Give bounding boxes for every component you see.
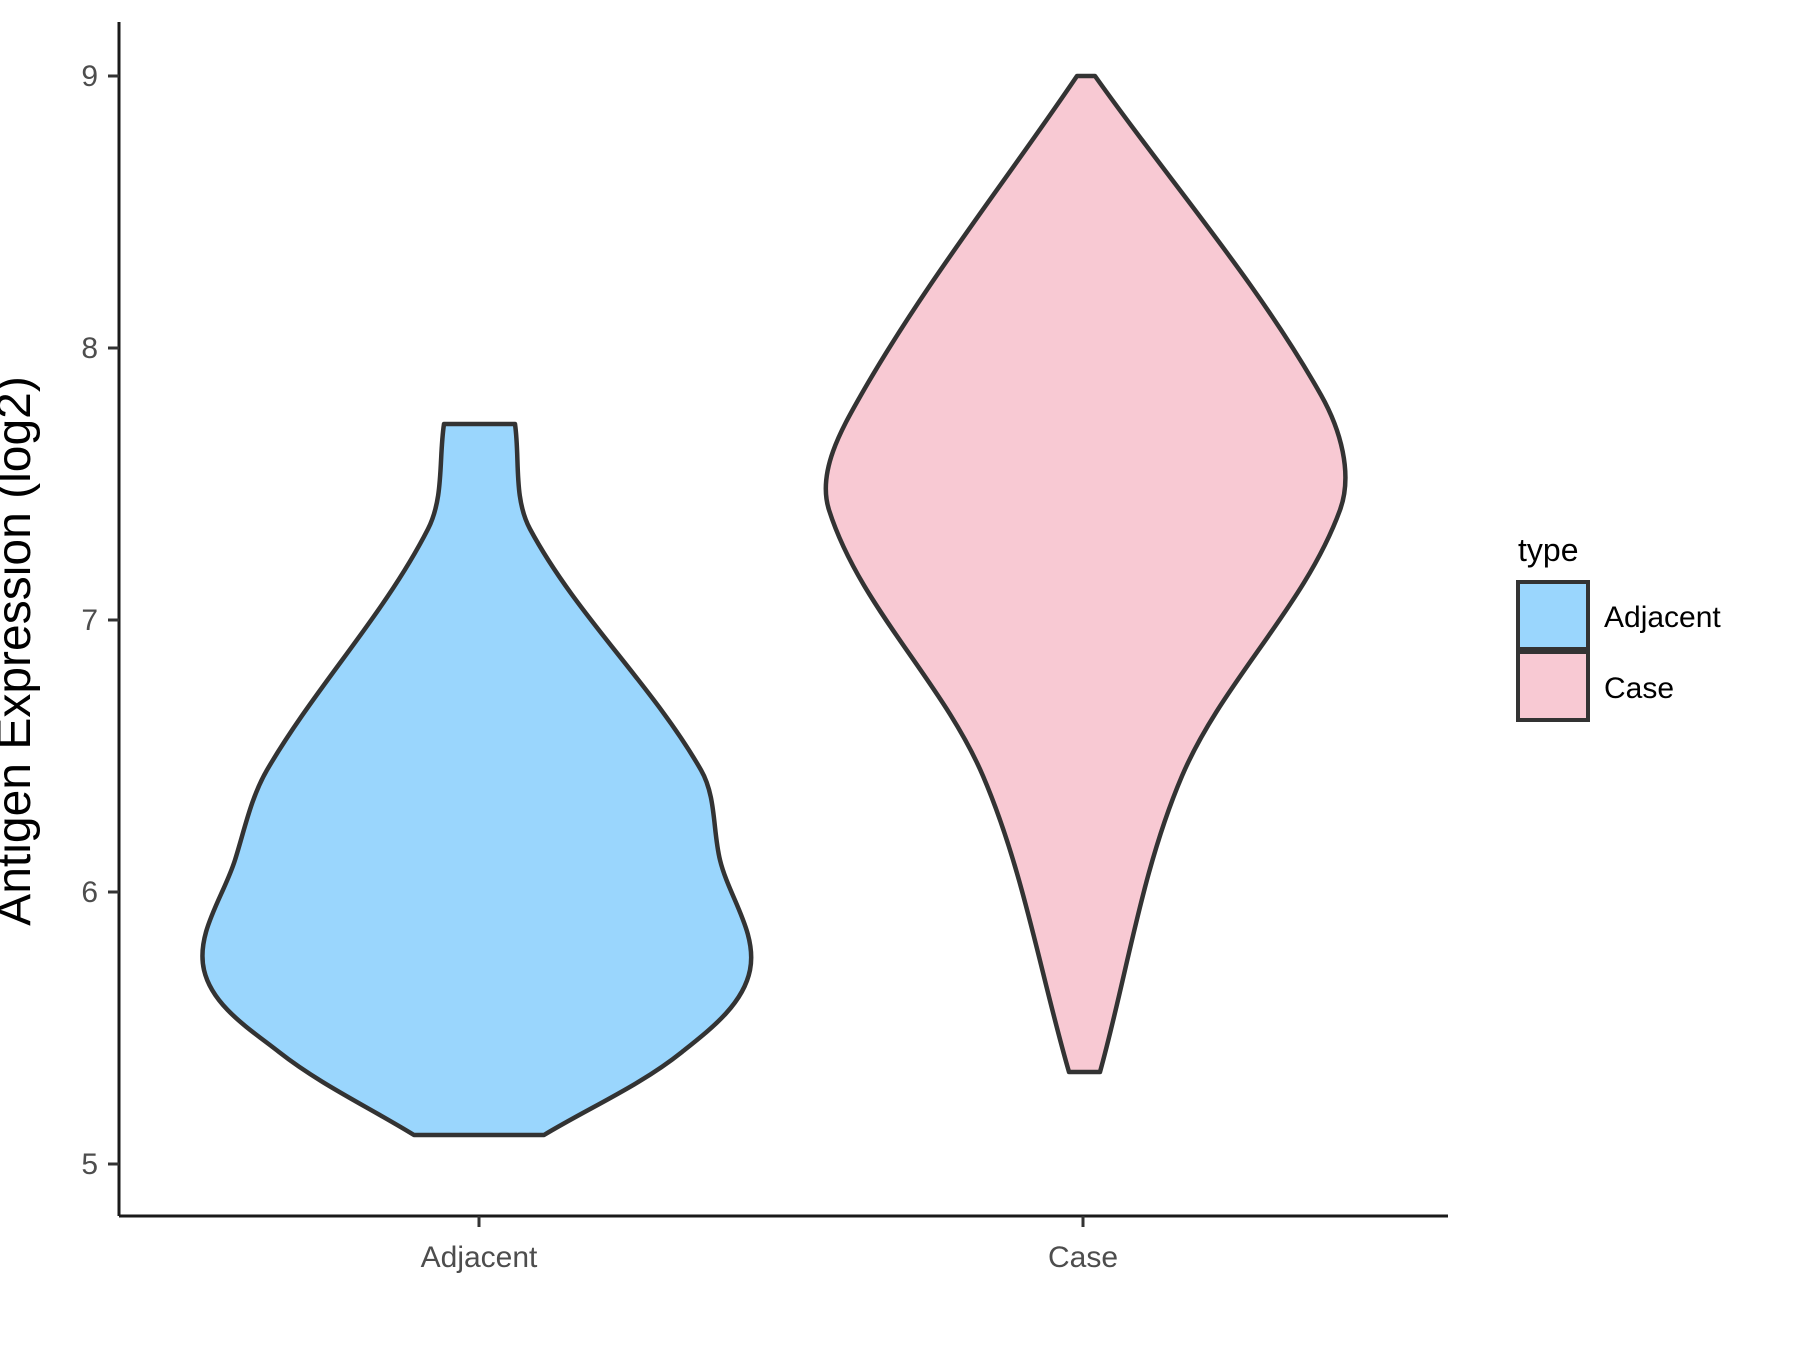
svg-text:5: 5 bbox=[81, 1148, 98, 1181]
svg-text:7: 7 bbox=[81, 604, 98, 637]
svg-text:6: 6 bbox=[81, 876, 98, 909]
svg-text:Case: Case bbox=[1604, 672, 1674, 705]
svg-text:9: 9 bbox=[81, 60, 98, 93]
svg-text:type: type bbox=[1518, 532, 1578, 568]
svg-text:8: 8 bbox=[81, 332, 98, 365]
svg-text:Antigen Expression (log2): Antigen Expression (log2) bbox=[0, 376, 41, 926]
svg-text:Case: Case bbox=[1048, 1241, 1118, 1274]
svg-text:Adjacent: Adjacent bbox=[421, 1241, 538, 1274]
svg-text:Adjacent: Adjacent bbox=[1604, 601, 1721, 634]
